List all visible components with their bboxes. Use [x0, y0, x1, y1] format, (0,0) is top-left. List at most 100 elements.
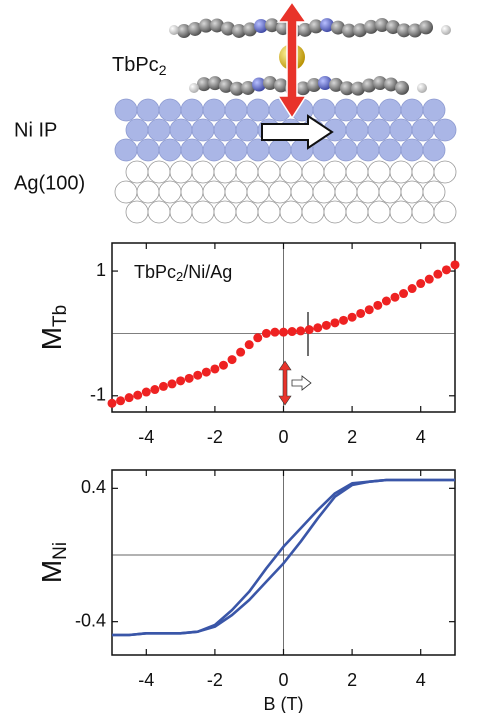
atom	[290, 180, 314, 204]
y-tick-label: 1	[96, 260, 106, 280]
data-point	[441, 265, 451, 275]
molecule-atom	[395, 80, 409, 95]
data-point	[116, 396, 126, 406]
atom	[202, 138, 226, 162]
data-point	[279, 327, 288, 337]
atom	[433, 118, 457, 142]
data-point	[339, 315, 349, 325]
x-tick-label: 2	[347, 427, 357, 447]
atom	[169, 118, 193, 142]
molecule-atom	[351, 81, 365, 96]
data-point	[390, 292, 400, 302]
molecule-atom	[188, 21, 202, 36]
molecule-atom	[199, 18, 213, 33]
atom	[268, 138, 292, 162]
atom	[114, 98, 138, 122]
atom	[411, 118, 435, 142]
y-tick-label: -0.4	[75, 610, 106, 630]
atom	[246, 138, 270, 162]
molecule-atom	[243, 22, 257, 37]
atom	[312, 180, 336, 204]
molecule-label-sub: 2	[159, 62, 167, 78]
spin-arrow	[276, 0, 308, 120]
y-tick-label: 0.4	[81, 477, 106, 497]
atom	[345, 118, 369, 142]
atom	[334, 180, 358, 204]
atom	[158, 98, 182, 122]
data-point	[253, 333, 263, 343]
data-point	[407, 284, 417, 294]
data-point	[433, 269, 443, 279]
atom	[411, 200, 435, 224]
data-point	[193, 370, 203, 380]
atom	[389, 160, 413, 184]
atom	[268, 180, 292, 204]
atom	[235, 160, 259, 184]
atom	[158, 138, 182, 162]
atom	[301, 200, 325, 224]
atom	[235, 118, 259, 142]
data-point	[313, 323, 323, 333]
atom	[125, 118, 149, 142]
data-point	[141, 387, 151, 397]
annotation-suffix: /Ni/Ag	[183, 262, 232, 282]
molecule-atom	[252, 77, 266, 92]
data-point	[227, 355, 237, 365]
molecule-atom	[386, 20, 400, 35]
molecule-atom	[331, 20, 345, 35]
atom	[158, 180, 182, 204]
spin-icon	[278, 360, 292, 406]
atom	[136, 180, 160, 204]
atom	[213, 160, 237, 184]
ni-icon	[291, 375, 312, 391]
atom	[136, 138, 160, 162]
molecule-atom	[197, 77, 211, 92]
y-axis-label: MNi	[36, 542, 71, 583]
molecule-atom	[296, 81, 310, 96]
x-tick-label: 4	[416, 427, 426, 447]
atom	[378, 180, 402, 204]
data-point	[236, 347, 246, 357]
atom	[279, 200, 303, 224]
atom	[169, 160, 193, 184]
data-point	[450, 260, 460, 270]
atom	[224, 180, 248, 204]
atom	[378, 138, 402, 162]
y-axis-label-main: M	[36, 327, 67, 350]
atom	[323, 200, 347, 224]
atom	[301, 160, 325, 184]
atom	[191, 118, 215, 142]
layer-label: Ag(100)	[14, 172, 85, 194]
data-point	[107, 398, 117, 408]
molecule-label: TbPc2	[112, 54, 167, 77]
magnetization-arrow	[261, 114, 334, 150]
atom	[125, 200, 149, 224]
atom	[224, 98, 248, 122]
atom	[136, 98, 160, 122]
atom	[114, 138, 138, 162]
atom	[356, 98, 380, 122]
atom	[345, 200, 369, 224]
atom	[323, 160, 347, 184]
atom	[224, 138, 248, 162]
atom	[202, 98, 226, 122]
atom	[147, 160, 171, 184]
data-point	[416, 279, 426, 289]
data-point	[201, 367, 211, 377]
x-tick-label: -2	[207, 670, 223, 690]
x-tick-label: 0	[278, 670, 288, 690]
atom	[125, 160, 149, 184]
x-tick-label: 0	[278, 427, 288, 447]
data-point	[184, 373, 194, 383]
atom	[400, 138, 424, 162]
atom	[279, 160, 303, 184]
atom	[334, 98, 358, 122]
data-point	[321, 320, 331, 330]
molecule-atom	[441, 25, 451, 35]
molecule-atom	[254, 19, 268, 34]
molecule-atom	[419, 20, 433, 35]
annotation: TbPc2/Ni/Ag	[134, 262, 232, 285]
molecule-atom	[329, 77, 343, 92]
data-point	[133, 390, 143, 400]
